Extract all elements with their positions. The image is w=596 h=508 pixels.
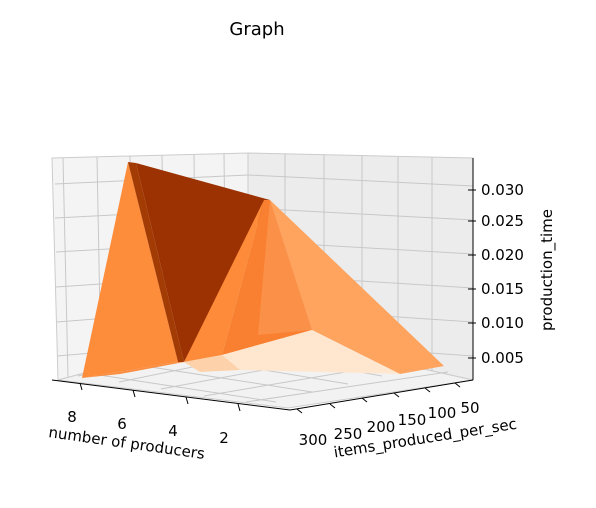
surface-face	[82, 162, 178, 378]
x-tick-label: 8	[67, 408, 77, 426]
surface-plot	[82, 162, 444, 378]
y-tick-mark	[454, 382, 461, 388]
surface-face	[270, 200, 444, 374]
y-tick-label: 250	[334, 425, 363, 443]
z-axis-label: production_time	[538, 209, 557, 331]
grid-line	[85, 372, 277, 403]
x-axis-label: number of producers	[47, 423, 206, 463]
surface-face	[82, 362, 184, 378]
x-tick-label: 4	[168, 422, 178, 440]
grid-line	[124, 362, 313, 393]
y-tick-label: 150	[398, 411, 427, 429]
y-tick-label: 100	[428, 404, 457, 422]
y-tick-mark	[329, 403, 336, 409]
y-tick-mark	[393, 392, 400, 398]
surface-face	[128, 162, 184, 362]
tick-marks	[79, 189, 476, 414]
x-tick-label: 6	[117, 415, 127, 433]
grid-line	[62, 157, 69, 378]
y-tick-mark	[424, 387, 431, 393]
x-tick-label: 2	[219, 429, 229, 447]
y-tick-label: 50	[460, 399, 479, 417]
z-tick-label: 0.020	[481, 246, 524, 264]
y-tick-label: 300	[299, 431, 328, 449]
y-tick-mark	[361, 397, 368, 403]
chart-title: Graph	[229, 19, 284, 40]
z-tick-label: 0.030	[481, 181, 524, 199]
surface-face	[136, 163, 270, 362]
z-tick-label: 0.015	[481, 280, 524, 298]
x-tick-mark	[237, 403, 241, 412]
surface-face	[184, 355, 240, 372]
x-tick-mark	[79, 382, 83, 391]
surface-face	[184, 200, 264, 362]
x-axis-line	[51, 379, 291, 411]
surface-face	[222, 330, 400, 374]
y-axis-line	[289, 379, 474, 411]
z-tick-label: 0.010	[481, 314, 524, 332]
y-tick-label: 200	[367, 418, 396, 436]
grid-line	[245, 371, 449, 403]
z-tick-label: 0.005	[481, 349, 524, 367]
y-tick-mark	[296, 408, 303, 414]
grid-line	[247, 207, 474, 221]
x-tick-mark	[132, 389, 136, 398]
grid-line	[247, 174, 474, 187]
z-tick-label: 0.025	[481, 212, 524, 230]
axis-lines	[51, 158, 474, 411]
surface-face	[258, 200, 312, 335]
x-tick-mark	[185, 396, 189, 405]
